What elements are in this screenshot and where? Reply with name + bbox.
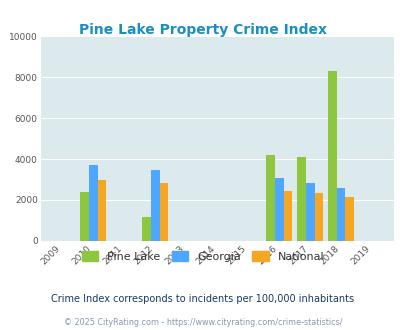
Bar bbox=[80, 192, 89, 241]
Bar bbox=[159, 182, 168, 241]
Bar bbox=[296, 157, 305, 241]
Bar bbox=[89, 165, 97, 241]
Text: Pine Lake Property Crime Index: Pine Lake Property Crime Index bbox=[79, 23, 326, 37]
Bar bbox=[327, 71, 336, 241]
Bar bbox=[274, 179, 283, 241]
Bar bbox=[336, 188, 345, 241]
Legend: Pine Lake, Georgia, National: Pine Lake, Georgia, National bbox=[77, 247, 328, 267]
Bar bbox=[314, 193, 322, 241]
Bar bbox=[345, 197, 353, 241]
Bar bbox=[266, 155, 274, 241]
Bar bbox=[283, 191, 292, 241]
Bar bbox=[97, 180, 106, 241]
Text: Crime Index corresponds to incidents per 100,000 inhabitants: Crime Index corresponds to incidents per… bbox=[51, 294, 354, 304]
Text: © 2025 CityRating.com - https://www.cityrating.com/crime-statistics/: © 2025 CityRating.com - https://www.city… bbox=[64, 318, 341, 327]
Bar bbox=[151, 170, 159, 241]
Bar bbox=[142, 217, 151, 241]
Bar bbox=[305, 182, 314, 241]
